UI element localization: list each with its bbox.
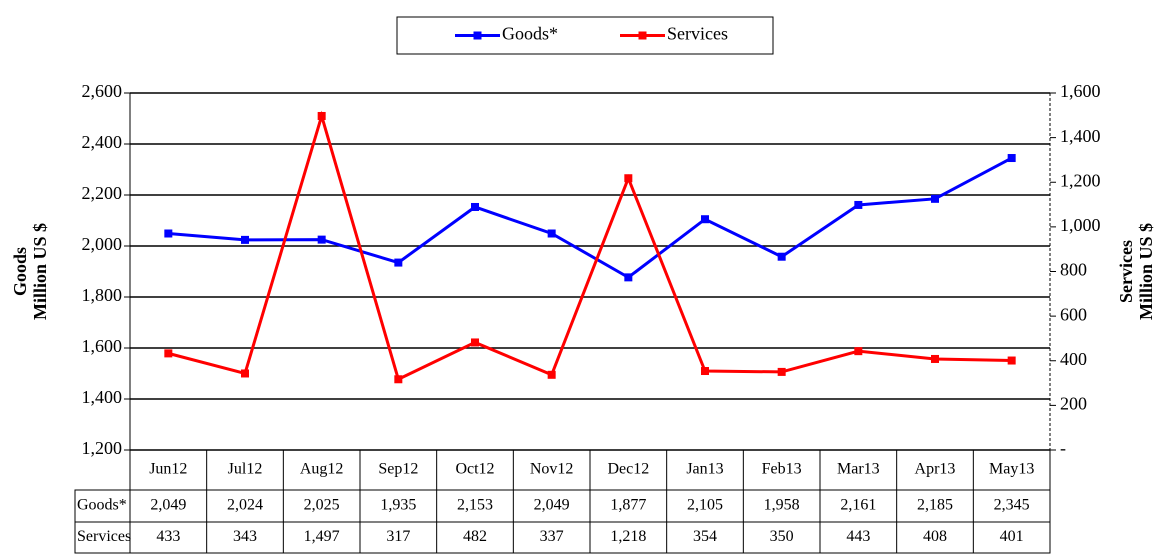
y-axis-title: GoodsMillion US $: [10, 223, 50, 320]
table-value: 343: [233, 528, 257, 545]
table-value: 482: [463, 528, 487, 545]
table-value: 2,049: [150, 497, 186, 514]
y-tick-label: 1,800: [82, 285, 123, 305]
table-value: 354: [693, 528, 717, 545]
marker: [317, 111, 326, 120]
marker: [547, 229, 556, 238]
marker: [624, 174, 633, 183]
marker: [777, 367, 786, 376]
x-tick-label: Jan13: [686, 461, 723, 478]
marker: [547, 370, 556, 379]
table-value: 2,153: [457, 497, 493, 514]
table-value: 1,218: [610, 528, 646, 545]
table-row-label: Goods*: [77, 497, 127, 514]
x-tick-label: Mar13: [837, 461, 880, 478]
series-line: [168, 156, 1013, 280]
y2-axis-title-line: Services: [1116, 240, 1136, 303]
y-axis-title-line: Goods: [10, 247, 30, 296]
table-value: 1,877: [610, 497, 646, 514]
y2-tick-label: 1,000: [1060, 215, 1101, 235]
marker: [701, 367, 709, 376]
marker: [1007, 154, 1016, 163]
table-value: 2,161: [840, 497, 876, 514]
y2-tick-label: 400: [1060, 349, 1087, 369]
marker: [777, 252, 786, 261]
y-tick-label: 1,200: [82, 438, 123, 458]
table-value: 443: [846, 528, 870, 545]
marker: [624, 273, 633, 282]
table-value: 1,958: [764, 497, 800, 514]
x-tick-label: Feb13: [762, 461, 802, 478]
y2-tick-label: 1,600: [1060, 81, 1101, 101]
table-value: 408: [923, 528, 947, 545]
marker: [394, 375, 403, 384]
x-tick-label: Oct12: [455, 461, 494, 478]
y-tick-label: 1,600: [82, 336, 123, 356]
table-value: 433: [156, 528, 180, 545]
x-tick-label: May13: [989, 461, 1034, 478]
table-value: 2,185: [917, 497, 953, 514]
x-tick-label: Jun12: [149, 461, 187, 478]
table-value: 2,049: [534, 497, 570, 514]
y2-axis-title: ServicesMillion US $: [1116, 223, 1156, 320]
marker: [701, 215, 709, 224]
table-value: 317: [386, 528, 410, 545]
legend-label: Goods*: [502, 24, 558, 44]
x-tick-label: Nov12: [530, 461, 574, 478]
x-tick-label: Apr13: [915, 461, 956, 478]
marker: [854, 347, 863, 356]
marker: [1007, 356, 1016, 365]
table-value: 2,024: [227, 497, 263, 514]
marker: [241, 369, 249, 378]
x-tick-label: Dec12: [607, 461, 649, 478]
y2-tick-label: -: [1060, 438, 1066, 458]
table-value: 2,025: [304, 497, 340, 514]
marker: [241, 235, 249, 244]
marker: [471, 338, 479, 347]
marker: [471, 202, 479, 211]
table-value: 1,935: [380, 497, 416, 514]
table-value: 401: [1000, 528, 1024, 545]
legend-marker: [638, 31, 647, 40]
marker: [394, 258, 403, 267]
marker: [931, 194, 939, 203]
y-axis-title-line: Million US $: [30, 223, 50, 320]
table-value: 1,497: [304, 528, 340, 545]
y-tick-label: 2,400: [82, 132, 123, 152]
y2-tick-label: 600: [1060, 304, 1087, 324]
x-tick-label: Jul12: [228, 461, 263, 478]
y2-axis-title-line: Million US $: [1136, 223, 1156, 320]
y-tick-label: 2,200: [82, 183, 123, 203]
marker: [164, 349, 173, 358]
table-value: 2,345: [994, 497, 1030, 514]
y2-tick-label: 200: [1060, 394, 1087, 414]
legend-label: Services: [667, 24, 728, 44]
table-row-label: Services: [77, 528, 131, 545]
y2-tick-label: 1,400: [1060, 126, 1101, 146]
table-value: 2,105: [687, 497, 723, 514]
y2-tick-label: 1,200: [1060, 170, 1101, 190]
marker: [317, 235, 326, 244]
marker: [164, 229, 173, 238]
y2-tick-label: 800: [1060, 260, 1087, 280]
x-tick-label: Aug12: [300, 461, 344, 478]
x-tick-label: Sep12: [378, 461, 418, 478]
table-value: 350: [770, 528, 794, 545]
y-tick-label: 2,000: [82, 234, 123, 254]
series-line: [167, 110, 1012, 382]
table-value: 337: [540, 528, 564, 545]
marker: [854, 200, 863, 209]
y-tick-label: 1,400: [82, 387, 123, 407]
legend-marker: [473, 31, 482, 40]
marker: [931, 354, 939, 363]
y-tick-label: 2,600: [82, 81, 123, 101]
